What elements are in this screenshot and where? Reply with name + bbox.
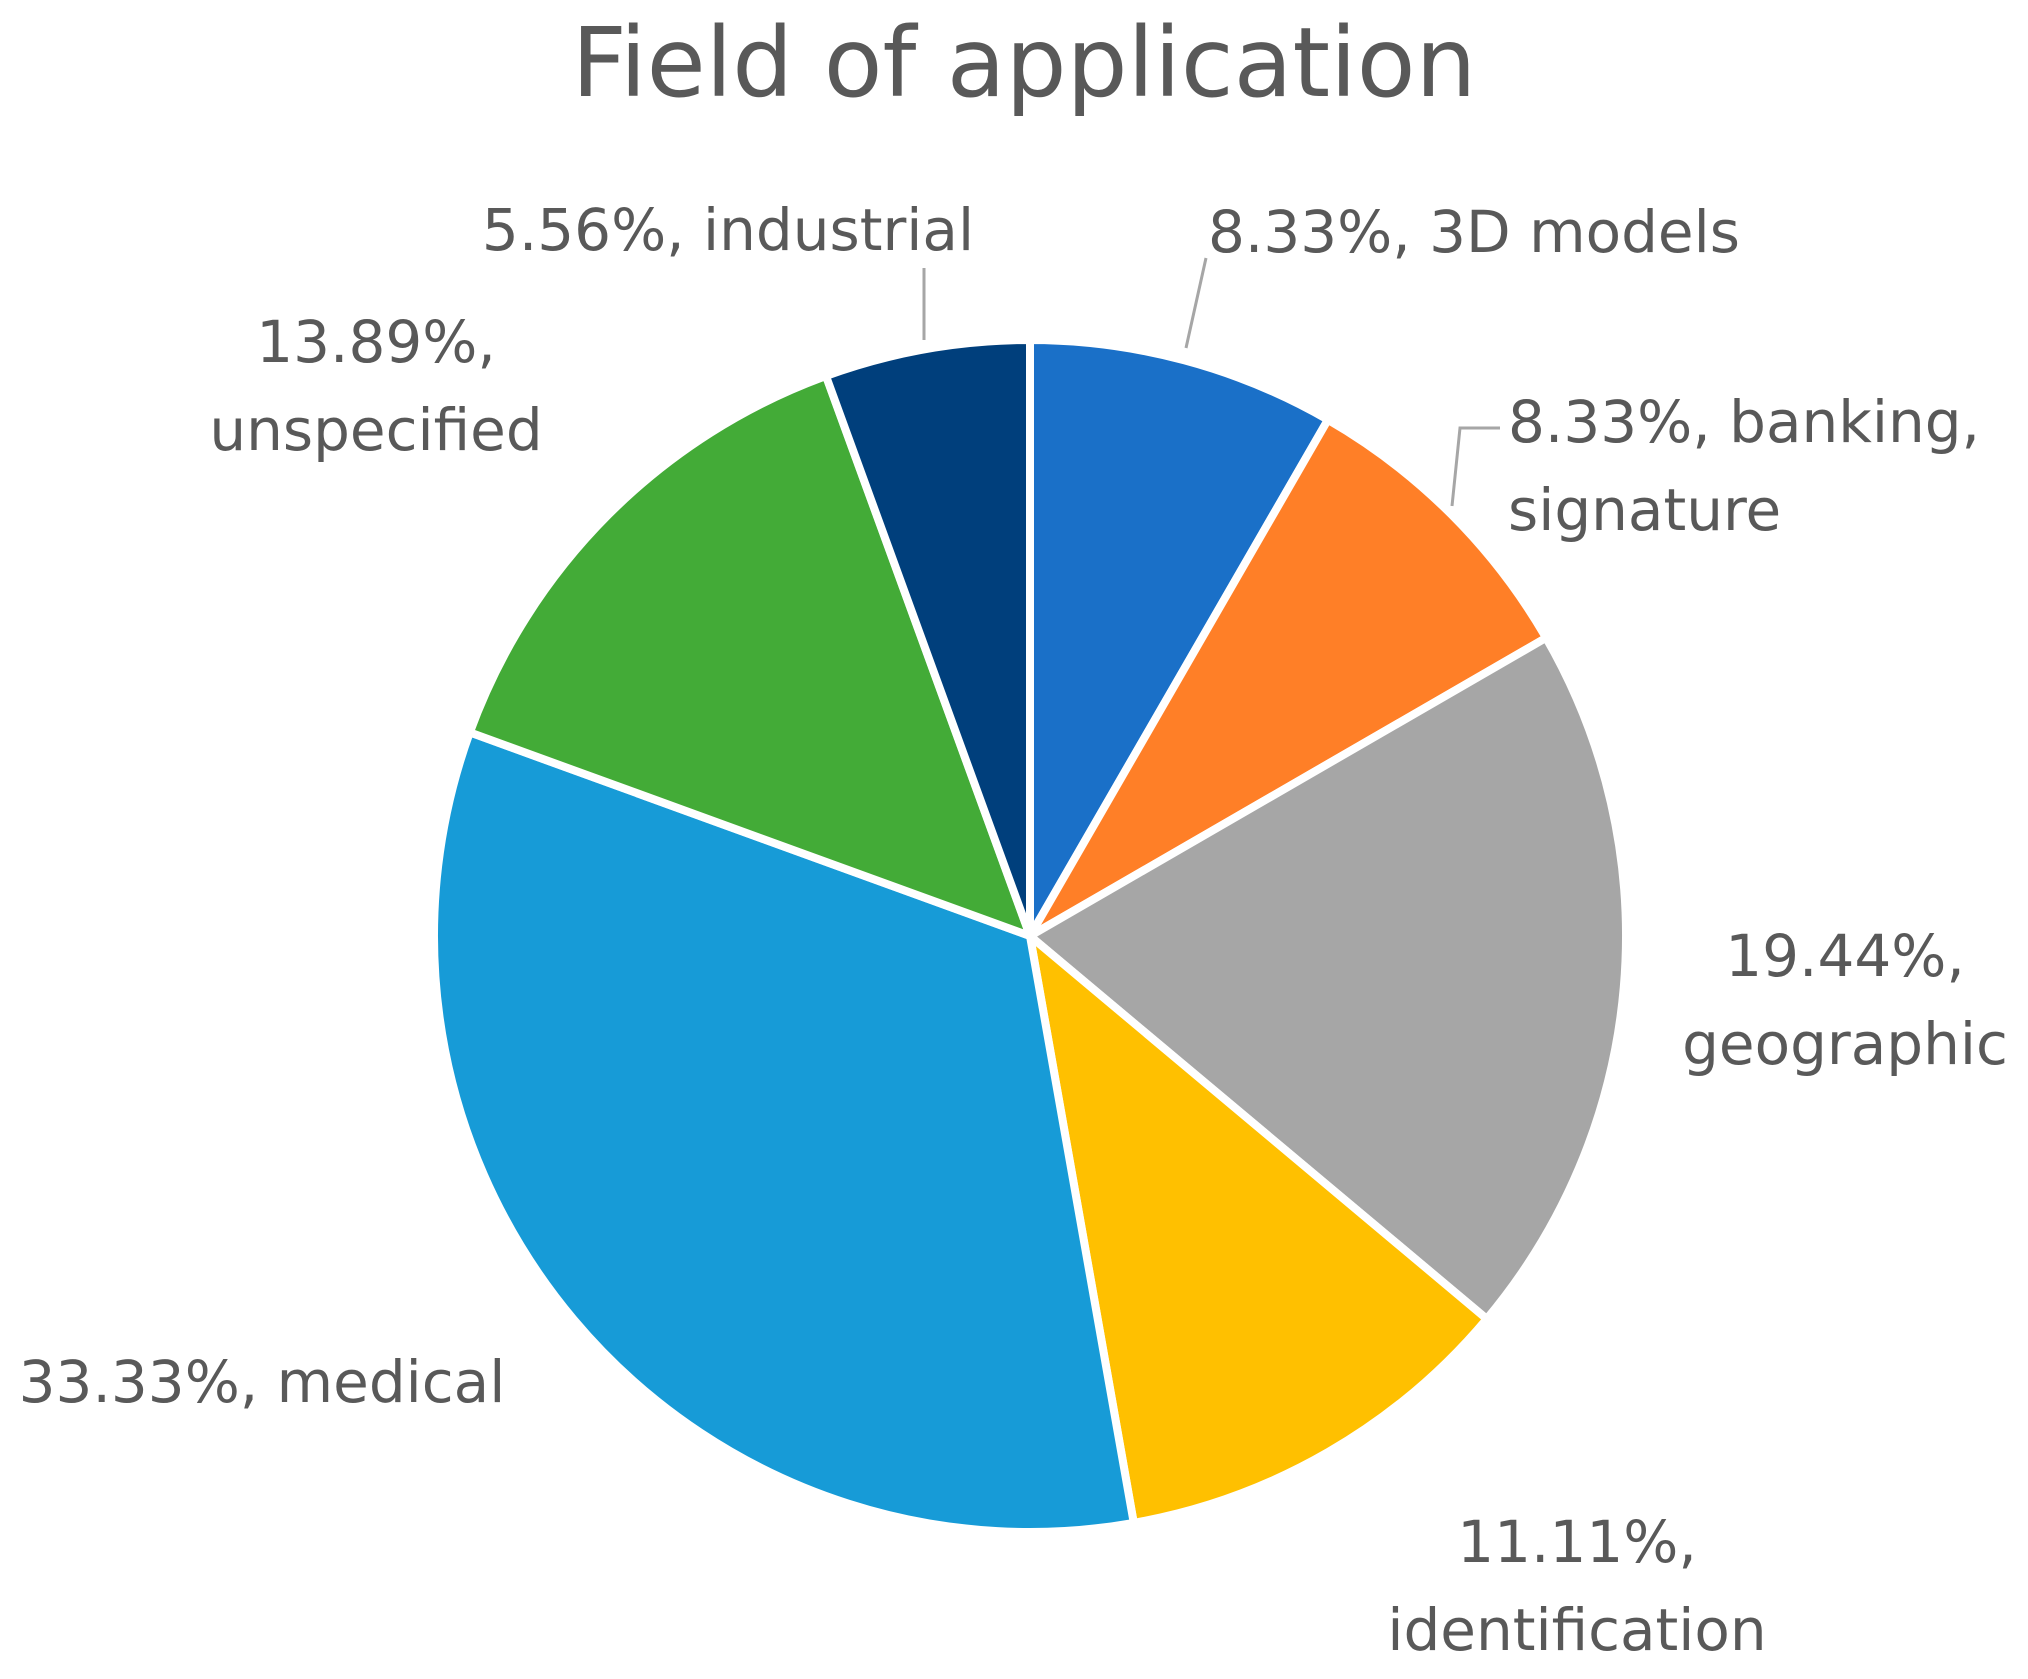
data-label-3d-models: 8.33%, 3D models (1208, 198, 1740, 266)
data-label-line: unspecified (209, 396, 542, 464)
data-label-banking-signature: 8.33%, banking, signature (1508, 388, 1980, 544)
leader-3d-models (1184, 257, 1208, 349)
pie-slice-medical (430, 728, 1138, 1536)
pie-slice-geographic (1026, 633, 1630, 1323)
data-label-line: 13.89%, (256, 308, 496, 376)
data-label-industrial: 5.56%, industrial (482, 196, 974, 264)
data-label-line: geographic (1682, 1010, 2008, 1078)
data-label-identification: 11.11%, identification (1387, 1508, 1766, 1664)
data-label-medical: 33.33%, medical (19, 1348, 506, 1416)
data-labels: 8.33%, 3D models 8.33%, banking, signature… (19, 196, 2008, 1664)
data-label-line: 8.33%, banking, (1508, 388, 1980, 456)
pie-slice-unspecified (465, 372, 1034, 940)
data-label-line: identification (1387, 1596, 1766, 1664)
data-label-line: 11.11%, (1457, 1508, 1697, 1576)
data-label-line: 19.44%, (1725, 922, 1965, 990)
data-label-line: 33.33%, medical (19, 1348, 506, 1416)
data-label-line: signature (1508, 476, 1781, 544)
chart-title: Field of application (572, 7, 1477, 119)
data-label-geographic: 19.44%, geographic (1682, 922, 2008, 1078)
pie-slices (430, 336, 1630, 1536)
data-label-line: 8.33%, 3D models (1208, 198, 1740, 266)
pie-slice-banking-signature (1026, 415, 1551, 940)
data-label-unspecified: 13.89%, unspecified (209, 308, 542, 464)
data-label-line: 5.56%, industrial (482, 196, 974, 264)
pie-slice-industrial (821, 336, 1034, 940)
pie-slice-3d-models (1026, 336, 1332, 940)
leader-lines (922, 257, 1500, 507)
pie-slice-identification (1026, 932, 1491, 1527)
leader-banking-signature (1450, 426, 1500, 507)
